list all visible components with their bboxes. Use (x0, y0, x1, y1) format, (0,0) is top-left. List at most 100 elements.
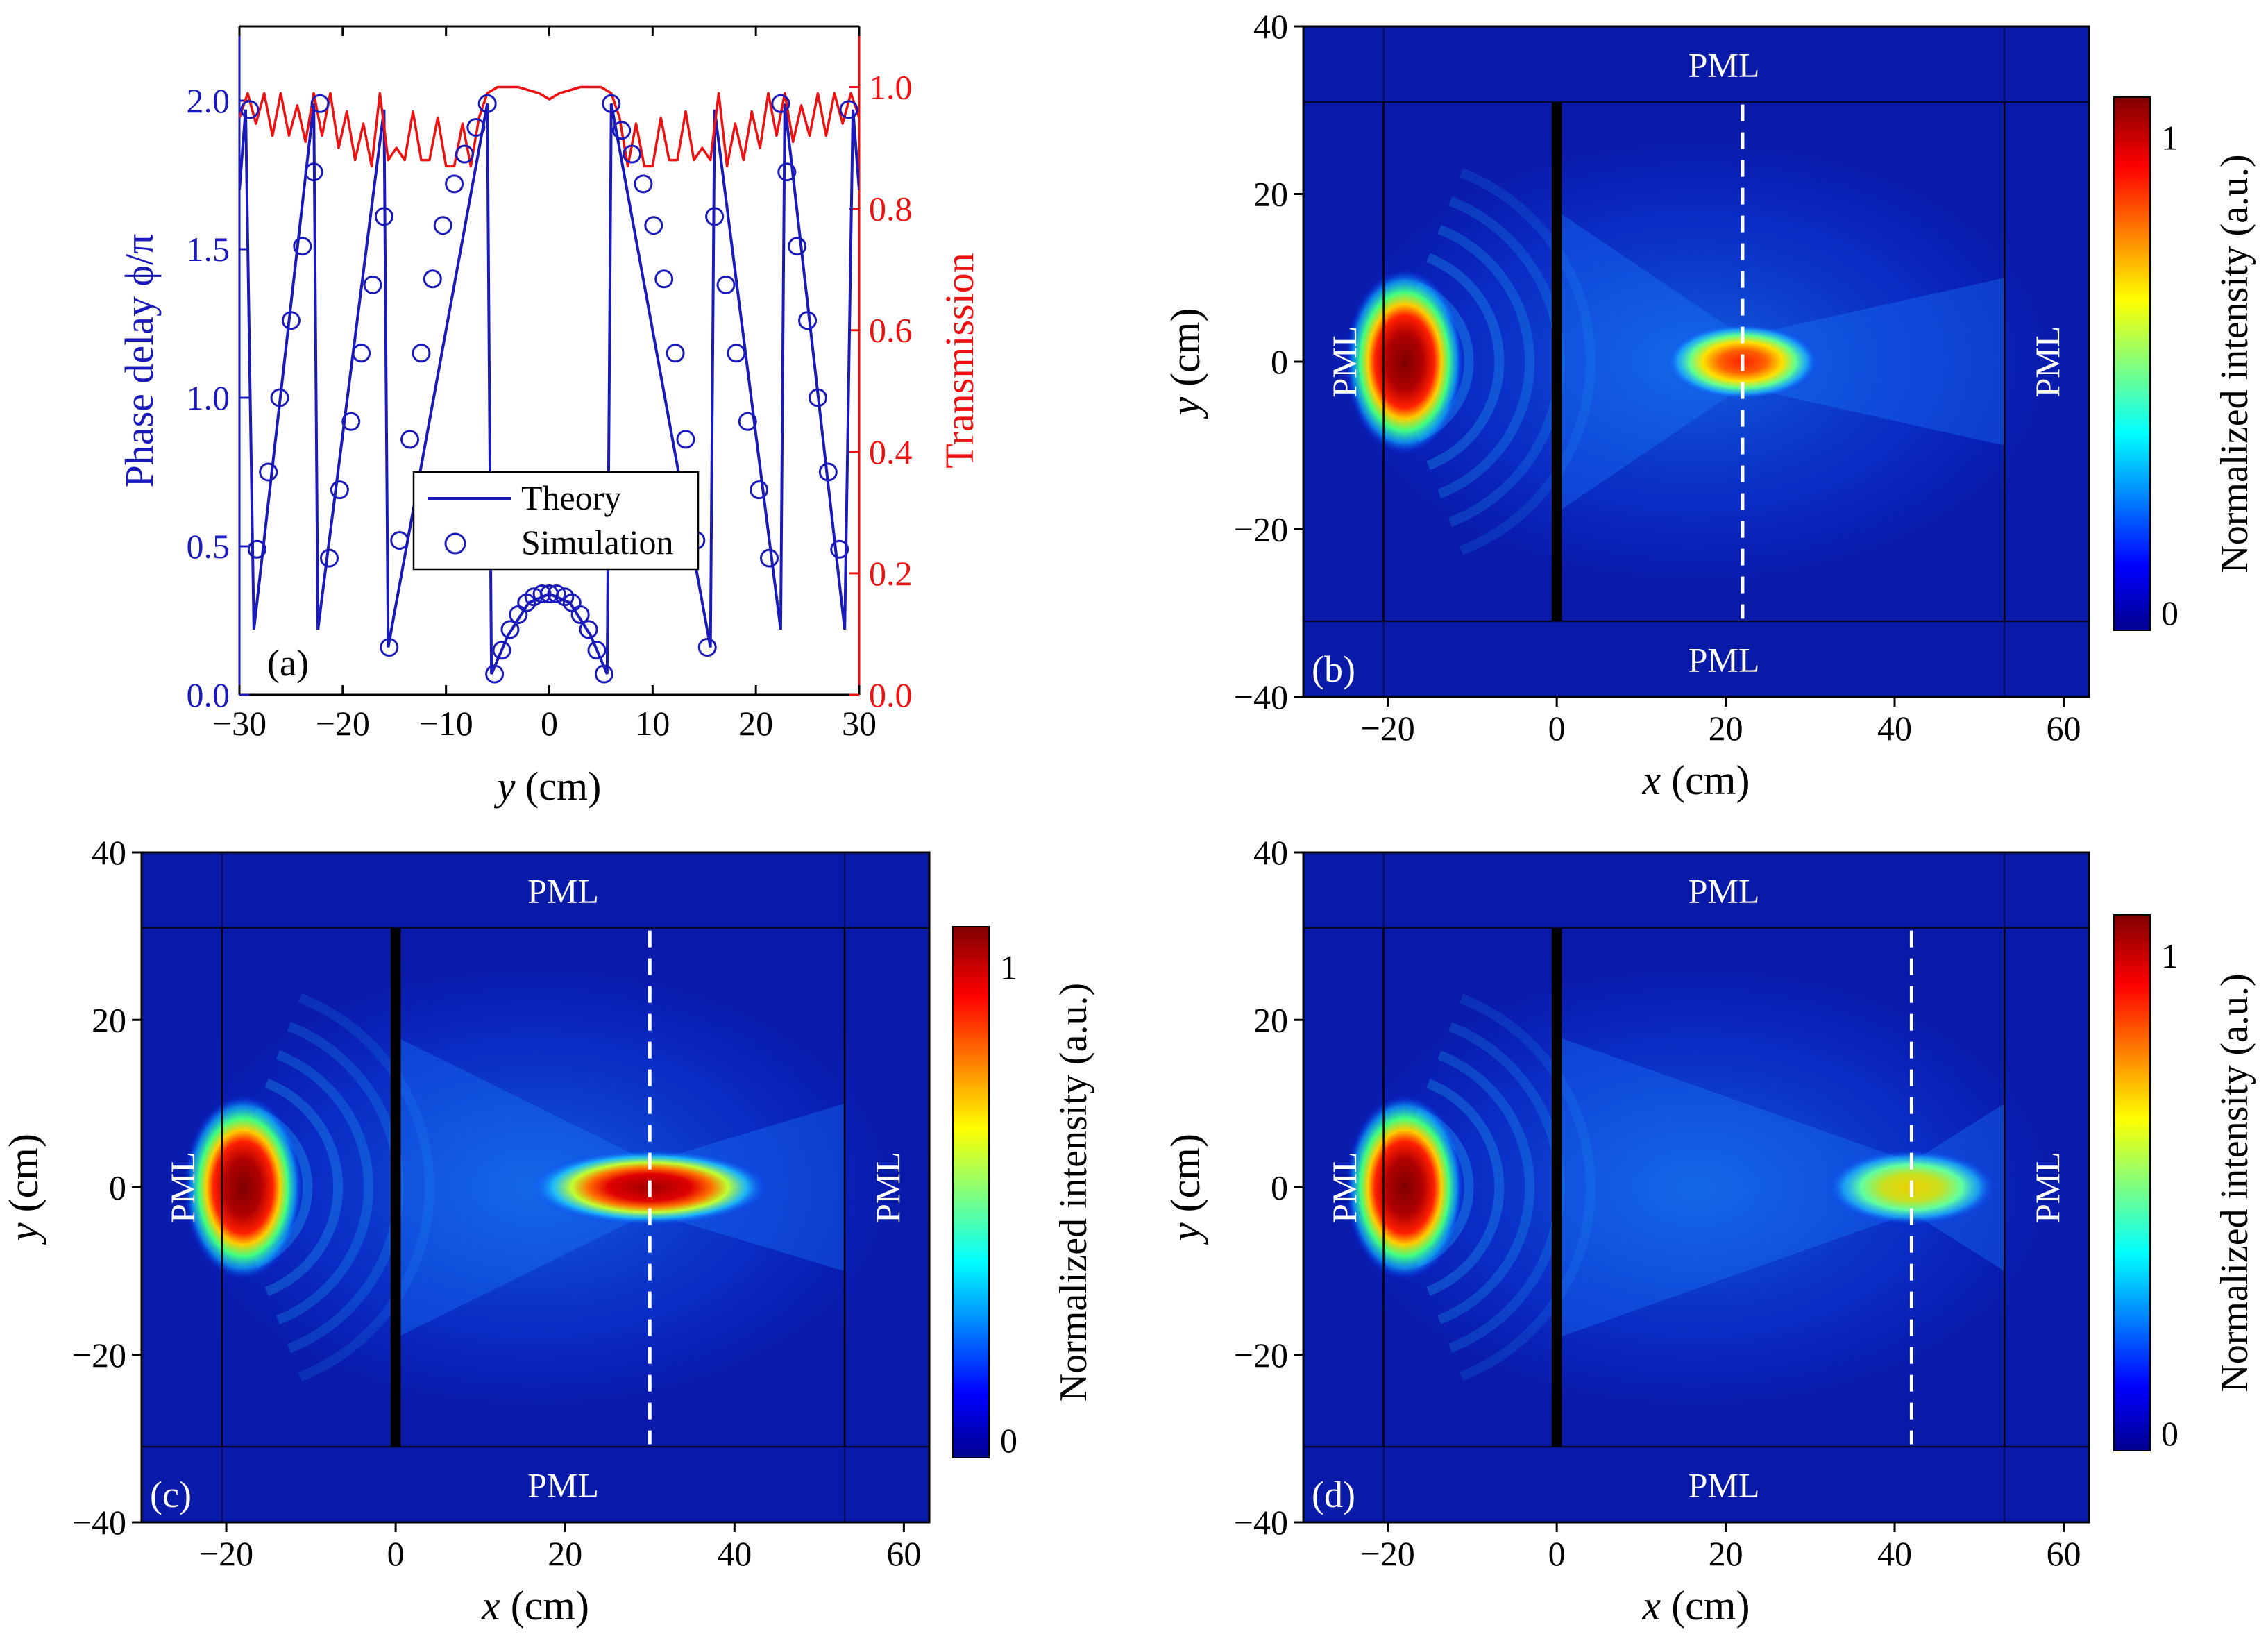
colorbar-label: Normalized intensity (a.u.) (2213, 154, 2256, 573)
y-tick-label: −20 (1234, 510, 1288, 549)
simulation-point (240, 100, 260, 119)
y-axis-label: y (cm) (1162, 308, 1208, 420)
x-axis-label: x (cm) (1642, 1583, 1750, 1629)
x-tick-label: −30 (212, 704, 266, 743)
pml-label-bottom: PML (527, 1466, 599, 1505)
x-tick-label: −20 (1361, 709, 1415, 748)
simulation-point (466, 118, 486, 137)
simulation-point (455, 144, 474, 164)
metasurface-bar (1551, 927, 1562, 1447)
y-tick-label: −40 (1234, 678, 1288, 716)
metasurface-bar (1551, 101, 1562, 622)
y-left-axis-label: Phase delay ϕ/π (117, 234, 162, 488)
simulation-point (304, 162, 323, 182)
simulation-point (341, 412, 361, 431)
simulation-point (587, 641, 607, 660)
simulation-point (532, 584, 552, 603)
wave-front (1437, 1050, 1535, 1324)
pml-top-region (142, 852, 929, 928)
panel-label: (a) (267, 642, 309, 684)
pml-label-right: PML (2028, 1152, 2067, 1223)
simulation-point (676, 430, 695, 449)
colorbar-tick-min: 0 (1000, 1421, 1017, 1460)
pml-bottom-region (142, 1447, 929, 1522)
simulation-point (485, 664, 505, 684)
y-tick-label: −40 (72, 1503, 126, 1542)
simulation-point (445, 174, 464, 194)
wave-front (1459, 168, 1596, 555)
heatmap-area (1303, 852, 2089, 1522)
panel-label: (c) (150, 1474, 192, 1515)
pml-label-bottom: PML (1689, 641, 1760, 680)
simulation-point (666, 344, 685, 363)
colorbar-label: Normalized intensity (a.u.) (2213, 973, 2256, 1392)
simulation-point (492, 641, 511, 660)
panel-d: PML PML PML PML −20 0 20 40 60 −40 −20 0 20 40 x (cm) y… (1162, 833, 2256, 1629)
simulation-point (293, 237, 312, 256)
heatmap-area (1303, 26, 2089, 697)
x-tick-label: 40 (1877, 709, 1912, 748)
panel-label: (b) (1312, 648, 1355, 690)
wave-front (1426, 1079, 1505, 1296)
pml-label-left: PML (1325, 1152, 1364, 1223)
y-right-tick-label: 0.2 (869, 554, 913, 593)
simulation-point (705, 207, 725, 226)
x-tick-label: −20 (1361, 1534, 1415, 1573)
legend-simulation-swatch (444, 532, 466, 555)
simulation-point (500, 620, 520, 639)
heatmap-area (142, 852, 929, 1522)
x-tick-label: 0 (387, 1534, 405, 1573)
x-tick-label: 20 (1709, 709, 1743, 748)
x-axis-label: x (cm) (1642, 757, 1750, 803)
y-tick-label: 40 (1253, 7, 1288, 46)
pml-label-left: PML (1325, 326, 1364, 398)
simulation-point (281, 311, 301, 330)
simulation-point (634, 174, 653, 194)
simulation-point (547, 584, 566, 603)
y-left-tick-label: 0.0 (187, 675, 230, 714)
colorbar-tick-max: 1 (1000, 948, 1017, 986)
plot-area-a (239, 85, 859, 684)
wave-front (276, 1050, 374, 1325)
wave-front (1437, 224, 1535, 499)
simulation-point (839, 100, 858, 119)
y-left-tick-label: 1.0 (187, 378, 230, 417)
simulation-point (390, 530, 409, 550)
y-tick-label: 0 (1271, 1168, 1288, 1207)
simulation-point (602, 94, 621, 113)
simulation-point (259, 462, 278, 482)
y-right-tick-label: 0.0 (869, 675, 913, 714)
y-tick-label: −20 (72, 1336, 126, 1374)
legend-theory-label: Theory (521, 478, 621, 517)
series-transmission (239, 85, 859, 168)
source-spot (184, 1095, 303, 1280)
simulation-point (777, 162, 797, 182)
pml-label-bottom: PML (1689, 1466, 1760, 1505)
simulation-point (423, 269, 442, 289)
colorbar-tick-max: 1 (2161, 119, 2178, 158)
panel-a: −30 −20 −10 0 10 20 300.00.51.01.52.00.00.20.4… (117, 25, 982, 809)
colorbar-tick-min: 0 (2161, 594, 2178, 632)
simulation-point (579, 620, 598, 639)
x-tick-label: 0 (1548, 709, 1566, 748)
simulation-point (594, 664, 613, 684)
source-spot (1345, 269, 1464, 454)
y-tick-label: −20 (1234, 1336, 1288, 1374)
y-tick-label: 40 (92, 833, 126, 872)
simulation-point (808, 388, 827, 407)
simulation-point (818, 462, 838, 482)
legend-simulation-label: Simulation (521, 523, 673, 562)
pml-top-region (1303, 852, 2089, 928)
simulation-point (771, 94, 790, 113)
pml-bottom-region (1303, 1447, 2089, 1522)
pml-top-region (1303, 26, 2089, 102)
y-tick-label: 0 (1271, 342, 1288, 381)
series-theory (239, 103, 859, 675)
pml-label-top: PML (1689, 45, 1760, 84)
simulation-point (380, 638, 399, 657)
y-axis-label: y (cm) (1, 1134, 46, 1245)
transmitted-beam (1557, 1036, 2005, 1338)
pml-bottom-region (1303, 621, 2089, 697)
colorbar-label: Normalized intensity (a.u.) (1052, 983, 1095, 1402)
y-left-tick-label: 2.0 (187, 81, 230, 120)
